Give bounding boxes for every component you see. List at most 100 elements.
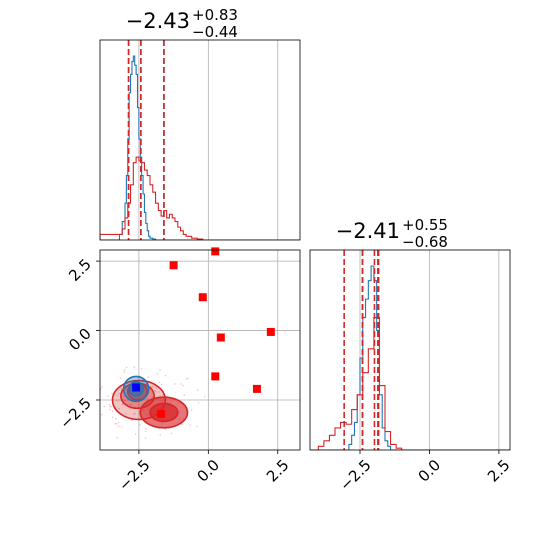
sample-point [108,404,111,406]
sample-point [101,386,104,388]
estimate-marker [252,384,261,393]
x-tick-label: 0.0 [415,456,445,486]
histogram-series-0 [310,265,510,450]
sample-point [116,394,119,397]
sample-point [185,378,188,380]
sample-point [187,377,189,380]
sample-point [118,388,120,391]
x-tick-label: −2.5 [115,456,153,494]
panel-frame [99,249,301,451]
sample-point [128,403,131,405]
sample-point [121,403,124,405]
histogram-series-0 [100,55,300,240]
sample-point [110,405,113,408]
sample-point [164,374,167,377]
sample-point [125,388,128,391]
sample-point [96,402,98,404]
sample-point [107,395,109,397]
sample-point [159,434,162,436]
sample-point [134,412,136,415]
sample-point [120,386,122,389]
sample-point [197,402,200,404]
sample-point [117,425,120,428]
sample-point [151,386,153,388]
estimate-marker [266,327,275,336]
x-tick-label: 0.0 [193,456,223,486]
estimate-marker [198,293,207,302]
sample-point [180,383,182,385]
sample-point [118,392,120,395]
sample-point [159,369,161,371]
sample-point [144,437,147,439]
sample-point [155,390,157,393]
sample-point [158,391,161,393]
sample-point [170,432,173,435]
sample-point [196,389,199,391]
x-tick-label: 2.5 [263,456,293,486]
sample-point [111,416,114,418]
sample-point [132,413,135,415]
y-tick-label: −2.5 [56,394,94,432]
panel-title-minus: −0.68 [402,233,448,251]
x-tick-label: −2.5 [336,456,374,494]
sample-point [117,421,120,424]
estimate-marker [211,372,220,381]
sample-point [123,369,126,371]
sample-point [111,410,114,413]
histogram-plot-area [100,40,300,240]
sample-point [124,412,127,415]
sample-point [101,413,103,416]
sample-point [103,405,105,408]
sample-point [134,433,137,435]
sample-point [183,394,186,397]
sample-point [182,384,185,387]
estimate-marker [169,261,178,270]
sample-point [108,408,111,411]
sample-point [160,383,163,386]
sample-point [158,381,161,384]
sample-point [145,430,147,433]
sample-point [147,376,149,379]
panel-title-plus: +0.83 [192,6,238,24]
panel-title-value: −2.41 [336,219,400,243]
sample-point [125,366,128,369]
y-tick-label: 2.5 [65,255,95,285]
sample-point [114,422,117,425]
sample-point [116,437,119,439]
joint-plot-area [96,250,300,450]
sample-point [118,407,120,410]
sample-point [190,409,193,411]
sample-point [181,423,183,426]
joint-scatter-panel: −2.5 0.0 2.5 −2.5 0.0 2.5 [56,247,301,495]
sample-point [155,387,158,389]
sample-point [189,424,191,426]
histogram-series-1 [310,316,510,450]
panel-title-plus: +0.55 [402,216,448,234]
sample-point [196,425,198,428]
sample-point [122,396,125,398]
marginal-histogram-x: −2.43 +0.83−0.44 [99,6,301,241]
sample-point [119,377,122,379]
sample-point [124,399,126,402]
panel-title-value: −2.43 [126,9,190,33]
sample-point [159,395,161,397]
sample-point [116,400,118,402]
sample-point [134,406,136,408]
sample-point [145,427,148,430]
sample-point [156,372,159,375]
sample-point [174,383,176,385]
sample-point [133,366,136,369]
sample-point [109,405,111,408]
sample-point [129,407,131,410]
sample-point [147,398,149,400]
marginal-histogram-y: −2.41 +0.55−0.68 −2.5 0.0 2.5 [309,216,514,495]
sample-point [115,422,118,425]
sample-point [131,419,133,421]
true-value-marker [132,383,141,392]
sample-point [162,394,164,396]
sample-point [204,395,206,398]
sample-point [139,424,142,426]
histogram-series-1 [100,156,300,240]
sample-point [123,371,125,373]
